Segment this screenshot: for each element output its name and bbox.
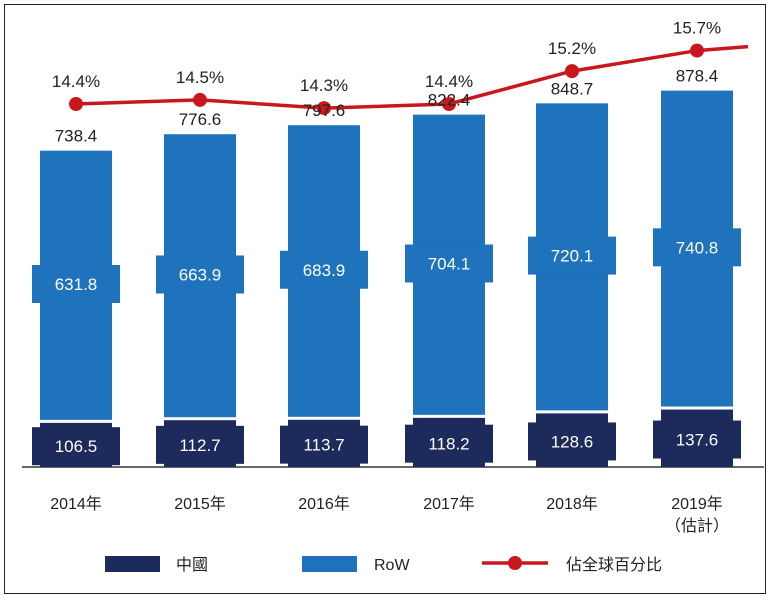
share-label-3: 14.3% xyxy=(300,76,348,95)
legend-marker-share xyxy=(508,556,522,570)
row-label-box-1 xyxy=(32,265,120,304)
bar-separator-4 xyxy=(413,414,485,418)
share-point-5 xyxy=(565,64,579,79)
china-label-box-2 xyxy=(156,425,244,464)
china-value-label-2: 112.7 xyxy=(179,436,220,455)
share-label-6: 15.7% xyxy=(673,19,721,38)
row-label-box-6 xyxy=(653,228,741,267)
china-label-box-3 xyxy=(280,425,368,464)
row-label-box-3 xyxy=(280,250,368,289)
share-label-5: 15.2% xyxy=(548,39,596,58)
x-tick-label-3: 2016年 xyxy=(298,495,350,513)
chart-frame xyxy=(4,4,766,594)
labels-layer: 631.8 106.5 738.4 2014年 663.9 112.7 776.6 2015年… xyxy=(32,67,741,535)
share-label-2: 14.5% xyxy=(176,68,224,87)
bar-separator-2 xyxy=(164,417,236,421)
china-value-label-1: 106.5 xyxy=(55,437,98,456)
china-value-label-4: 118.2 xyxy=(428,435,469,454)
share-point-1 xyxy=(69,97,83,111)
total-label-5: 848.7 xyxy=(551,79,594,98)
share-label-1: 14.4% xyxy=(52,72,100,91)
row-label-box-5 xyxy=(528,236,616,275)
x-tick-label-2: 2015年 xyxy=(174,495,226,513)
china-value-label-6: 137.6 xyxy=(676,431,719,450)
total-label-3: 797.6 xyxy=(303,101,346,120)
bar-separator-5 xyxy=(536,410,608,414)
legend-label-china: 中國 xyxy=(176,556,208,574)
share-label-4: 14.4% xyxy=(425,72,473,91)
row-value-label-6: 740.8 xyxy=(676,238,719,257)
total-label-1: 738.4 xyxy=(55,127,98,146)
total-label-6: 878.4 xyxy=(676,67,719,86)
bar-separator-3 xyxy=(288,416,360,420)
row-value-label-3: 683.9 xyxy=(303,261,346,280)
share-point-2 xyxy=(193,92,207,107)
china-label-box-1 xyxy=(32,427,120,466)
legend: 中國 RoW 佔全球百分比 xyxy=(105,556,662,574)
legend-label-row: RoW xyxy=(374,557,410,574)
row-value-label-2: 663.9 xyxy=(179,265,222,284)
china-label-box-6 xyxy=(653,420,741,459)
china-label-box-5 xyxy=(528,422,616,461)
row-label-box-2 xyxy=(156,255,244,294)
x-tick-label-6: 2019年 xyxy=(671,495,723,513)
legend-label-share: 佔全球百分比 xyxy=(566,556,662,574)
row-value-label-1: 631.8 xyxy=(55,275,98,294)
x-tick-label-5: 2018年 xyxy=(546,495,598,513)
legend-swatch-row xyxy=(302,556,357,572)
row-value-label-4: 704.1 xyxy=(428,254,471,273)
total-label-4: 822.4 xyxy=(428,91,471,110)
china-label-box-4 xyxy=(405,424,493,463)
x-tick-sublabel-6: （估計） xyxy=(665,517,729,535)
bar-separator-1 xyxy=(40,419,112,423)
share-point-3 xyxy=(317,101,331,116)
share-line-layer: 14.4% 14.5% 14.3% 14.4% 15.2% 15.7% xyxy=(52,19,749,116)
x-tick-label-4: 2017年 xyxy=(423,495,475,513)
china-value-label-5: 128.6 xyxy=(551,432,594,451)
bar-separator-6 xyxy=(661,406,733,410)
x-tick-label-1: 2014年 xyxy=(50,495,102,513)
share-point-6 xyxy=(690,43,704,58)
legend-swatch-china xyxy=(105,556,160,572)
total-label-2: 776.6 xyxy=(179,110,222,129)
bars-layer xyxy=(40,90,733,467)
row-value-label-5: 720.1 xyxy=(551,247,594,266)
china-value-label-3: 113.7 xyxy=(303,436,344,455)
row-label-box-4 xyxy=(405,244,493,283)
share-point-4 xyxy=(442,97,456,111)
